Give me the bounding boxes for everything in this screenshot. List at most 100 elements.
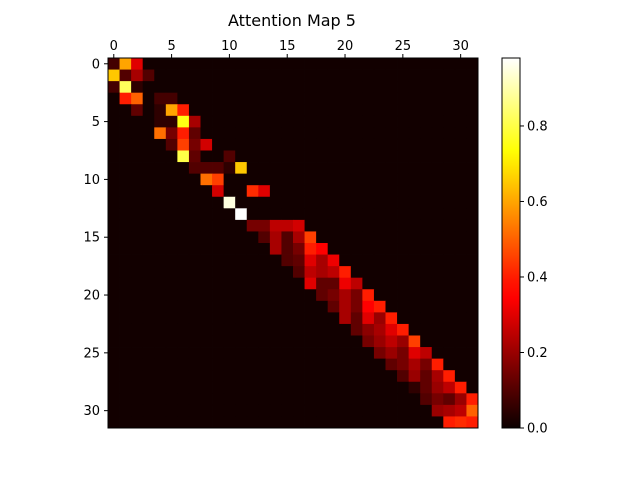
heatmap-cell: [339, 335, 352, 348]
heatmap-cell: [131, 208, 144, 221]
heatmap-cell: [165, 185, 178, 198]
heatmap-cell: [188, 404, 201, 417]
heatmap-cell: [397, 393, 410, 406]
heatmap-cell: [420, 358, 433, 371]
heatmap-cell: [397, 289, 410, 302]
heatmap-cell: [165, 243, 178, 255]
heatmap-cell: [420, 104, 433, 117]
heatmap-cell: [408, 150, 421, 163]
heatmap-cell: [385, 266, 398, 279]
heatmap-cell: [420, 127, 433, 140]
heatmap-cell: [316, 393, 329, 406]
heatmap-cell: [154, 416, 167, 429]
heatmap-cell: [119, 312, 132, 325]
heatmap-cell: [373, 416, 386, 429]
heatmap-cell: [304, 335, 317, 348]
heatmap-cell: [397, 92, 410, 105]
heatmap-cell: [235, 323, 248, 336]
heatmap-cell: [385, 127, 398, 140]
heatmap-cell: [142, 393, 155, 406]
heatmap-cell: [188, 358, 201, 371]
heatmap-cell: [304, 289, 317, 302]
heatmap-cell: [281, 393, 294, 406]
heatmap-cell: [246, 323, 259, 336]
heatmap-cell: [281, 58, 294, 70]
y-tick-label: 10: [83, 173, 100, 188]
heatmap-cell: [154, 347, 167, 360]
heatmap-cell: [431, 219, 444, 232]
heatmap-cell: [165, 300, 178, 313]
heatmap-cell: [339, 219, 352, 232]
heatmap-cell: [350, 150, 363, 163]
heatmap-cell: [431, 370, 444, 383]
heatmap-cell: [165, 323, 178, 336]
heatmap-cell: [188, 416, 201, 429]
heatmap-cell: [246, 277, 259, 290]
heatmap-cell: [188, 150, 201, 163]
heatmap-cell: [223, 254, 236, 267]
heatmap-cell: [373, 277, 386, 290]
heatmap-cell: [397, 138, 410, 151]
heatmap-cell: [327, 335, 340, 348]
heatmap-cell: [258, 370, 271, 383]
heatmap-cell: [466, 416, 479, 429]
heatmap-cell: [235, 127, 248, 140]
heatmap-cell: [154, 289, 167, 302]
heatmap-cell: [350, 208, 363, 221]
heatmap-cell: [316, 231, 329, 244]
heatmap-cell: [246, 347, 259, 360]
heatmap-cell: [373, 208, 386, 221]
heatmap-cell: [339, 404, 352, 417]
heatmap-cell: [258, 416, 271, 429]
heatmap-cell: [269, 81, 282, 94]
x-tick-label: 15: [279, 39, 296, 54]
heatmap-cell: [108, 347, 120, 360]
heatmap-cell: [142, 69, 155, 82]
heatmap-cell: [454, 300, 467, 313]
heatmap-cell: [327, 370, 340, 383]
heatmap-cell: [408, 81, 421, 94]
heatmap-cell: [385, 58, 398, 70]
heatmap-cell: [165, 92, 178, 105]
heatmap-cell: [269, 196, 282, 209]
heatmap-cell: [443, 196, 456, 209]
heatmap-cell: [454, 162, 467, 175]
heatmap-cell: [339, 289, 352, 302]
heatmap-cell: [362, 150, 375, 163]
y-tick-label: 20: [83, 289, 100, 304]
heatmap-cell: [258, 104, 271, 117]
heatmap-cell: [431, 81, 444, 94]
heatmap-cell: [431, 138, 444, 151]
heatmap-cell: [235, 219, 248, 232]
heatmap-cell: [454, 173, 467, 186]
heatmap-cell: [119, 277, 132, 290]
heatmap-cell: [142, 185, 155, 198]
heatmap-cell: [119, 219, 132, 232]
heatmap-cell: [339, 358, 352, 371]
heatmap-cell: [223, 416, 236, 429]
heatmap-cell: [304, 416, 317, 429]
heatmap-cell: [177, 335, 190, 348]
heatmap-cell: [397, 370, 410, 383]
heatmap-cell: [108, 289, 120, 302]
heatmap-cell: [235, 243, 248, 255]
heatmap-cell: [443, 150, 456, 163]
heatmap-cell: [420, 92, 433, 105]
heatmap-cell: [258, 381, 271, 394]
heatmap-cell: [212, 127, 225, 140]
heatmap-cell: [269, 127, 282, 140]
heatmap-cell: [212, 162, 225, 175]
heatmap-cell: [443, 370, 456, 383]
heatmap-cell: [339, 266, 352, 279]
heatmap-cell: [443, 243, 456, 255]
heatmap-cell: [119, 300, 132, 313]
heatmap-cell: [327, 312, 340, 325]
heatmap-cell: [327, 358, 340, 371]
heatmap-cell: [223, 323, 236, 336]
heatmap-cell: [165, 150, 178, 163]
heatmap-cell: [246, 266, 259, 279]
heatmap-cell: [212, 243, 225, 255]
heatmap-cell: [443, 289, 456, 302]
heatmap-cell: [281, 243, 294, 255]
heatmap-cell: [397, 243, 410, 255]
